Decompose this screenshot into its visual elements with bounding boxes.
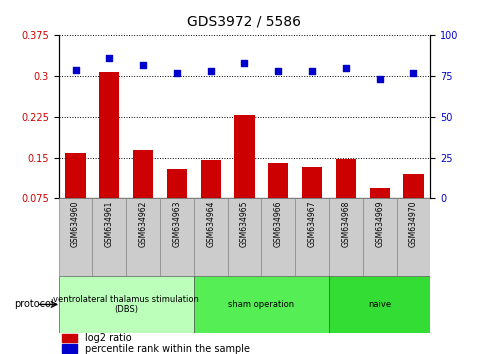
Text: percentile rank within the sample: percentile rank within the sample bbox=[84, 344, 249, 354]
Point bbox=[375, 76, 383, 82]
Bar bbox=[261, 198, 295, 276]
Point bbox=[307, 68, 315, 74]
Point bbox=[72, 67, 80, 73]
Text: GSM634970: GSM634970 bbox=[408, 201, 417, 247]
Point bbox=[105, 55, 113, 61]
Bar bbox=[62, 344, 77, 353]
Text: GSM634967: GSM634967 bbox=[307, 201, 316, 247]
Bar bbox=[62, 334, 77, 342]
Bar bbox=[301, 167, 322, 198]
Point bbox=[206, 68, 214, 74]
Bar bbox=[328, 276, 429, 333]
Bar bbox=[160, 198, 193, 276]
Bar bbox=[267, 163, 288, 198]
Text: naive: naive bbox=[367, 300, 390, 309]
Bar bbox=[362, 198, 396, 276]
Text: GSM634964: GSM634964 bbox=[206, 201, 215, 247]
Text: GSM634962: GSM634962 bbox=[139, 201, 147, 247]
Bar bbox=[65, 153, 85, 198]
Bar bbox=[227, 198, 261, 276]
Bar bbox=[234, 115, 254, 198]
Bar bbox=[193, 198, 227, 276]
Text: GSM634965: GSM634965 bbox=[240, 201, 248, 247]
Bar bbox=[295, 198, 328, 276]
Bar bbox=[92, 198, 126, 276]
Text: GSM634966: GSM634966 bbox=[273, 201, 282, 247]
Bar bbox=[396, 198, 429, 276]
Text: GSM634960: GSM634960 bbox=[71, 201, 80, 247]
Text: GSM634969: GSM634969 bbox=[374, 201, 384, 247]
Bar bbox=[133, 150, 153, 198]
Text: GDS3972 / 5586: GDS3972 / 5586 bbox=[187, 14, 301, 28]
Bar bbox=[99, 72, 119, 198]
Bar bbox=[193, 276, 328, 333]
Bar bbox=[335, 159, 355, 198]
Text: GSM634961: GSM634961 bbox=[104, 201, 114, 247]
Bar bbox=[328, 198, 362, 276]
Point bbox=[173, 70, 181, 76]
Bar bbox=[369, 188, 389, 198]
Point bbox=[341, 65, 349, 71]
Point bbox=[139, 62, 147, 68]
Point bbox=[274, 68, 282, 74]
Text: ventrolateral thalamus stimulation
(DBS): ventrolateral thalamus stimulation (DBS) bbox=[53, 295, 199, 314]
Bar bbox=[403, 174, 423, 198]
Bar bbox=[200, 160, 221, 198]
Bar bbox=[59, 198, 92, 276]
Text: GSM634963: GSM634963 bbox=[172, 201, 181, 247]
Text: GSM634968: GSM634968 bbox=[341, 201, 349, 247]
Point bbox=[408, 70, 416, 76]
Bar bbox=[126, 198, 160, 276]
Point bbox=[240, 60, 248, 66]
Bar bbox=[59, 276, 193, 333]
Text: sham operation: sham operation bbox=[228, 300, 294, 309]
Text: log2 ratio: log2 ratio bbox=[84, 333, 131, 343]
Text: protocol: protocol bbox=[14, 299, 54, 309]
Bar bbox=[166, 170, 187, 198]
